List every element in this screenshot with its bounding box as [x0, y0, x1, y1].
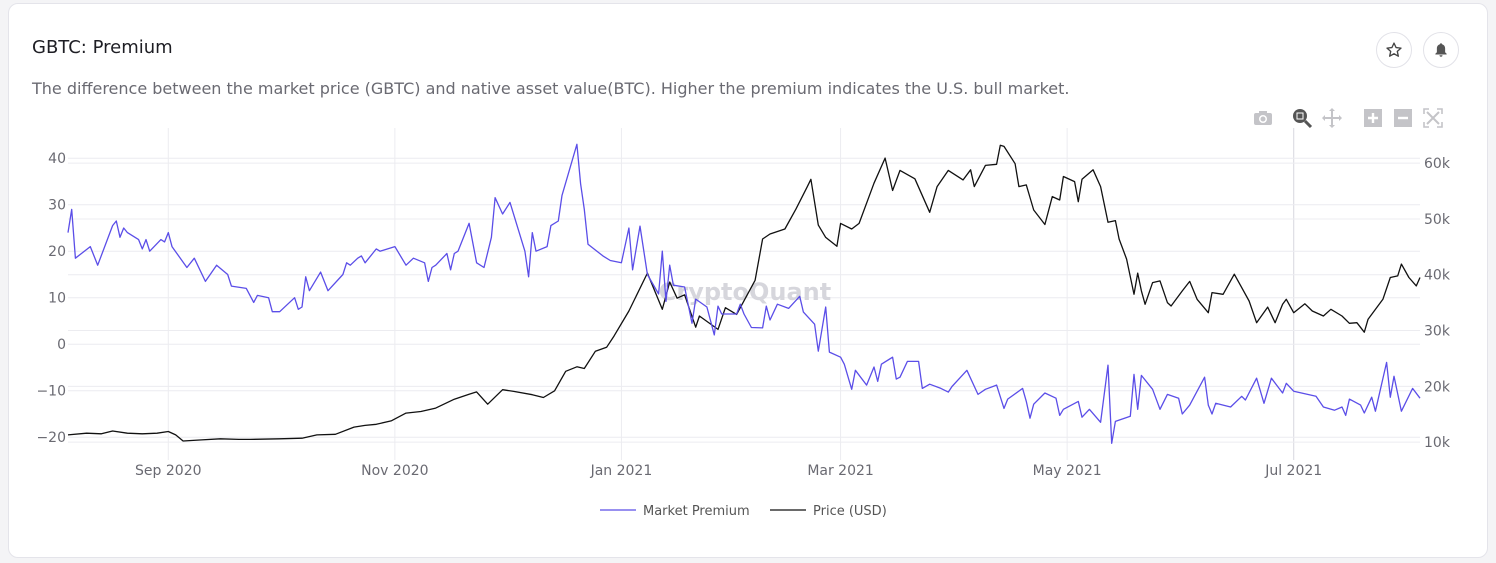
chart-card — [8, 3, 1488, 558]
bell-icon — [1435, 43, 1447, 57]
left-y-tick-label: −20 — [36, 430, 66, 446]
autoscale-icon — [1423, 108, 1443, 128]
left-y-tick-label: −10 — [36, 384, 66, 400]
alert-button[interactable] — [1423, 32, 1459, 68]
right-y-tick-label: 10k — [1424, 435, 1451, 451]
zoom-out-button[interactable] — [1392, 107, 1414, 129]
camera-icon — [1254, 111, 1272, 125]
zoom-button[interactable] — [1291, 107, 1313, 129]
watermark: CryptoQuant — [659, 278, 831, 306]
chart-title: GBTC: Premium — [32, 37, 173, 58]
favorite-button[interactable] — [1376, 32, 1412, 68]
right-y-tick-label: 50k — [1424, 212, 1451, 228]
zoom-out-icon — [1394, 109, 1412, 127]
x-tick-label: Mar 2021 — [807, 463, 874, 479]
autoscale-button[interactable] — [1422, 107, 1444, 129]
x-tick-label: Jul 2021 — [1264, 463, 1322, 479]
pan-icon — [1322, 108, 1342, 128]
download-png-button[interactable] — [1252, 107, 1274, 129]
right-y-tick-label: 20k — [1424, 379, 1451, 395]
right-y-tick-label: 30k — [1424, 324, 1451, 340]
price-line — [67, 144, 1421, 442]
x-tick-label: Sep 2020 — [135, 463, 201, 479]
left-y-tick-label: 10 — [48, 291, 66, 307]
zoom-in-button[interactable] — [1362, 107, 1384, 129]
right-y-tick-label: 60k — [1424, 156, 1451, 172]
left-y-tick-label: 30 — [48, 198, 66, 214]
axis-ticks: Sep 2020 Nov 2020 Jan 2021 Mar 2021 May 2021… — [36, 151, 1450, 479]
market-premium-line — [67, 143, 1421, 444]
right-y-tick-label: 40k — [1424, 268, 1451, 284]
star-icon — [1386, 42, 1402, 57]
pan-button[interactable] — [1321, 107, 1343, 129]
left-y-tick-label: 40 — [48, 151, 66, 167]
left-y-tick-label: 20 — [48, 244, 66, 260]
legend-label: Price (USD) — [813, 504, 887, 519]
series-lines — [67, 143, 1421, 444]
zoom-icon — [1293, 109, 1313, 129]
x-tick-label: Jan 2021 — [590, 463, 653, 479]
legend-label: Market Premium — [643, 504, 750, 519]
left-y-tick-label: 0 — [57, 337, 66, 353]
chart-description: The difference between the market price … — [32, 79, 1070, 98]
x-tick-label: May 2021 — [1033, 463, 1102, 479]
x-tick-label: Nov 2020 — [361, 463, 428, 479]
legend[interactable]: Market Premium Price (USD) — [600, 504, 887, 519]
gridlines — [68, 128, 1420, 460]
zoom-in-icon — [1364, 109, 1382, 127]
